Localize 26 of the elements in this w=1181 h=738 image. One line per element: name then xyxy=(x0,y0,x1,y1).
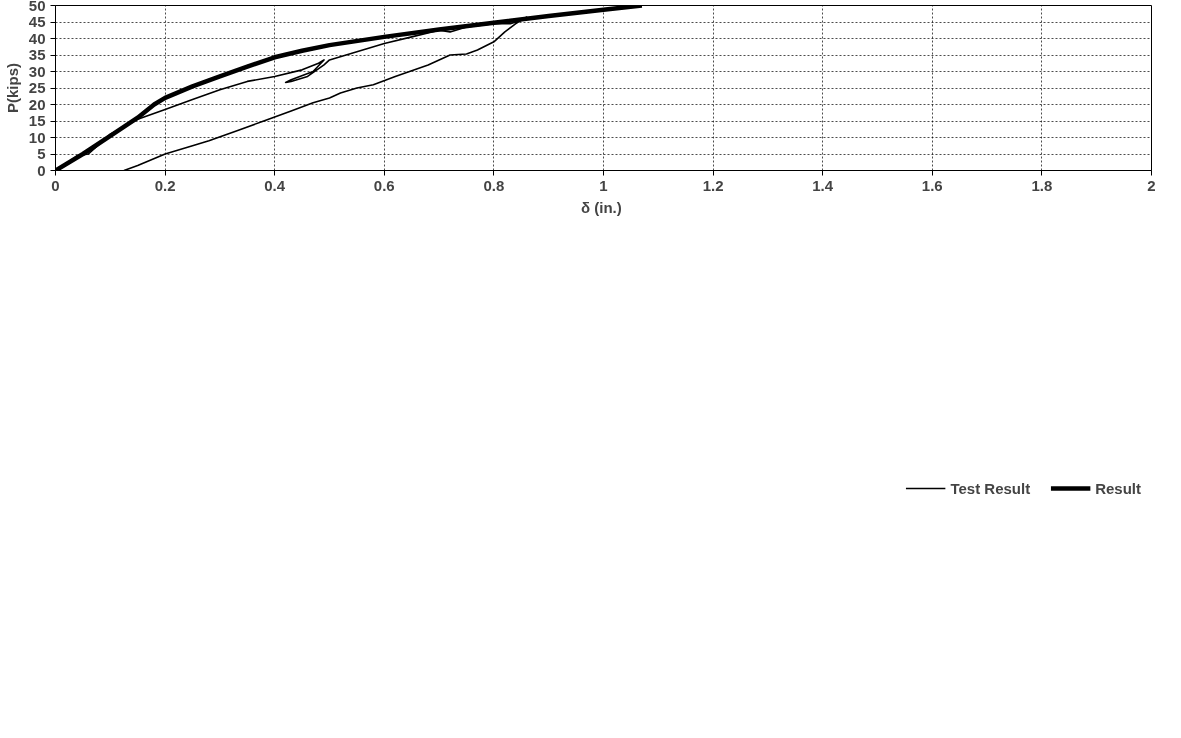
y-tick-label: 35 xyxy=(28,46,46,63)
legend-label: Result xyxy=(1095,479,1141,497)
x-tick-label: 1.4 xyxy=(812,176,834,194)
x-tick-label: 1.8 xyxy=(1031,176,1053,194)
x-tick-label: 1.2 xyxy=(702,176,724,194)
x-tick-label: 0.8 xyxy=(483,176,505,194)
legend-label: Test Result xyxy=(950,479,1031,497)
x-tick-label: 1.6 xyxy=(921,176,943,194)
y-tick-label: 50 xyxy=(28,0,46,14)
y-axis-title: P(kips) xyxy=(3,62,21,113)
y-tick-label: 25 xyxy=(28,79,46,96)
x-tick-label: 0.4 xyxy=(264,176,286,194)
y-tick-label: 30 xyxy=(28,62,46,80)
x-tick-label: 0.2 xyxy=(154,176,176,194)
y-tick-label: 0 xyxy=(37,161,46,179)
x-tick-label: 0 xyxy=(51,176,60,194)
x-axis-title: δ (in.) xyxy=(581,198,622,216)
x-tick-label: 2 xyxy=(1147,176,1156,194)
y-tick-label: 45 xyxy=(28,13,46,30)
x-tick-label: 0.6 xyxy=(373,176,395,194)
y-tick-label: 15 xyxy=(28,112,46,129)
y-tick-label: 20 xyxy=(28,95,46,113)
y-tick-label: 40 xyxy=(28,29,46,47)
y-tick-label: 5 xyxy=(37,145,46,162)
y-tick-label: 10 xyxy=(28,128,46,146)
x-tick-label: 1 xyxy=(599,176,608,194)
